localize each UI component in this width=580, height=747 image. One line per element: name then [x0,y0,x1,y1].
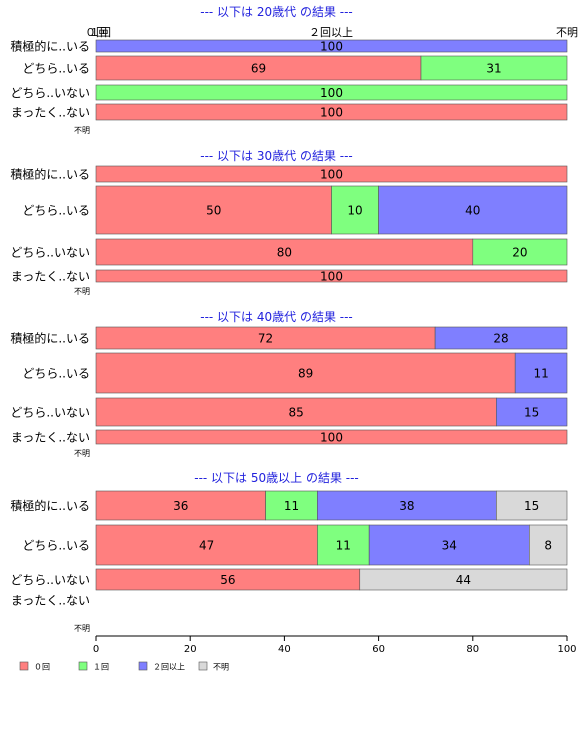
bar-segment [95,397,497,427]
legend-swatch [138,661,148,671]
bar-segment [331,185,379,235]
data-label: 38 [399,499,414,513]
bar-segment [95,55,422,81]
data-label: 15 [524,499,539,513]
row-label: どちら..いない [10,86,90,100]
data-label: 80 [277,246,292,260]
row-label: どちら..いない [10,246,90,260]
data-label: 47 [199,539,214,553]
legend-swatch [78,661,88,671]
row-label: どちら..いる [22,539,90,553]
data-label: 100 [320,270,343,284]
row-label: 不明 [74,126,90,135]
legend-label: １回 [93,663,109,672]
data-label: 89 [298,367,313,381]
legend-label: ２回以上 [153,663,185,672]
row-label: まったく..ない [11,270,90,284]
row-label: 積極的に..いる [10,331,90,346]
bar-segment [420,55,568,81]
row-label: どちら..いない [10,573,90,587]
bar-segment [95,269,568,283]
data-label: 56 [220,573,235,587]
x-tick-label: 0 [93,644,99,655]
data-label: 100 [320,431,343,445]
legend-swatch [198,661,208,671]
bar-segment [95,524,318,566]
bar-segment [95,39,568,53]
data-label: 100 [320,168,343,182]
data-label: 11 [336,539,351,553]
row-label: 不明 [74,287,90,296]
data-label: 100 [320,40,343,54]
x-tick-label: 40 [278,644,291,655]
data-label: 36 [173,499,188,513]
data-label: 40 [465,204,480,218]
bar-segment [95,165,568,183]
data-label: 15 [524,406,539,420]
bar-segment [95,84,568,101]
row-label: 積極的に..いる [10,39,90,54]
row-label: 積極的に..いる [10,167,90,182]
bar-segment [359,568,568,591]
bar-segment [378,185,568,235]
data-label: 72 [258,332,273,346]
data-label: 100 [320,106,343,120]
data-label: 50 [206,204,221,218]
x-tick-label: 20 [184,644,197,655]
panel-title: --- 以下は 20歳代 の結果 --- [200,5,353,19]
top-axis-label: ２回以上 [309,26,353,39]
row-label: 積極的に..いる [10,498,90,513]
bar-segment [434,326,568,350]
row-label: どちら..いる [22,204,90,218]
x-tick-label: 80 [466,644,479,655]
bar-segment [496,490,568,521]
panel-title: --- 以下は 50歳以上 の結果 --- [194,471,359,485]
panel-title: --- 以下は 30歳代 の結果 --- [200,149,353,163]
bar-segment [95,185,332,235]
bar-segment [95,352,516,394]
legend-swatch [19,661,29,671]
row-label: どちら..いない [10,406,90,420]
data-label: 11 [533,367,548,381]
panel-title: --- 以下は 40歳代 の結果 --- [200,310,353,324]
row-label: どちら..いる [22,367,90,381]
data-label: 34 [442,539,457,553]
row-label: 不明 [74,624,90,633]
x-tick-label: 60 [372,644,385,655]
bar-segment [95,103,568,121]
x-tick-label: 100 [557,644,576,655]
bar-segment [265,490,318,521]
bar-segment [529,524,568,566]
data-label: 10 [347,204,362,218]
data-label: 20 [512,246,527,260]
bar-segment [95,429,568,445]
row-label: どちら..いる [22,62,90,76]
bar-segment [368,524,530,566]
top-axis-label: １回 [89,26,111,39]
top-axis-label: ０回 [85,26,107,39]
row-label: まったく..ない [11,106,90,120]
bar-segment [472,238,568,266]
data-label: 85 [289,406,304,420]
data-label: 69 [251,62,266,76]
data-label: 44 [456,573,471,587]
row-label: 不明 [74,449,90,458]
legend-label: ０回 [34,663,50,672]
data-label: 11 [284,499,299,513]
bar-segment [514,352,568,394]
data-label: 100 [320,86,343,100]
top-axis-label: 不明 [556,26,578,39]
row-label: まったく..ない [11,594,90,608]
bar-segment [317,490,497,521]
bar-segment [317,524,370,566]
data-label: 8 [544,539,552,553]
legend-label: 不明 [213,663,229,672]
data-label: 31 [486,62,501,76]
bar-segment [496,397,568,427]
data-label: 28 [493,332,508,346]
row-label: まったく..ない [11,431,90,445]
